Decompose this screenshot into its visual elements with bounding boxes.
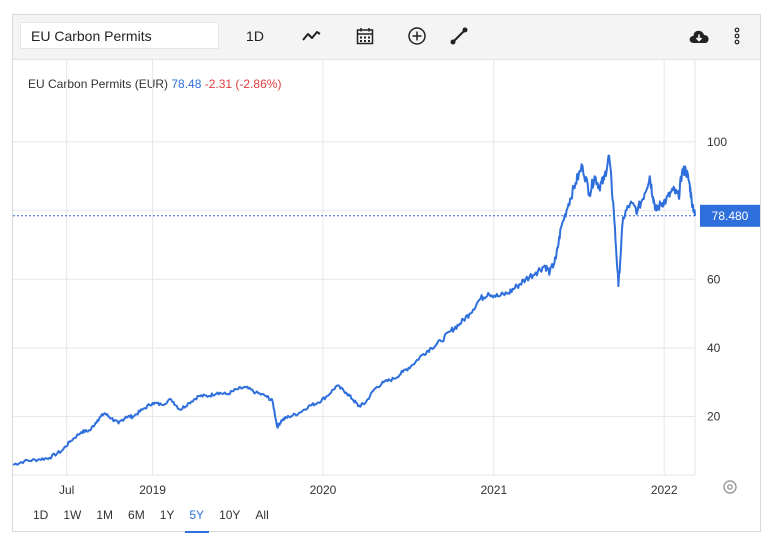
range-selector: 1D 1W 1M 6M 1Y 5Y 10Y All [26,507,277,533]
x-axis: Jul 2019 2020 2021 2022 [59,483,678,497]
y-tick-label: 20 [707,410,721,424]
cloud-download-icon [689,30,709,43]
legend-last-value: 78.48 [171,77,202,91]
plus-circle-icon [408,27,426,45]
last-price-label: 78.480 [712,209,749,223]
range-button-5y[interactable]: 5Y [182,507,212,533]
date-range-button[interactable] [351,24,379,48]
legend-series-name: EU Carbon Permits (EUR) [28,77,169,91]
y-axis: 20406080100 [707,135,727,424]
y-tick-label: 100 [707,135,727,149]
interval-button[interactable]: 1D [246,28,264,44]
gear-icon [723,480,737,494]
y-tick-label: 60 [707,272,721,286]
x-tick-label: 2021 [480,483,507,497]
chart-widget: 1D [12,14,761,533]
range-button-1m[interactable]: 1M [96,508,114,522]
chart-grid [13,59,696,476]
range-button-1w[interactable]: 1W [63,508,82,522]
legend-change: -2.31 (-2.86%) [204,77,282,91]
compare-button[interactable] [403,24,431,48]
x-tick-label: 2019 [139,483,166,497]
download-button[interactable] [685,24,713,48]
y-tick-label: 40 [707,341,721,355]
x-tick-label: 2020 [310,483,337,497]
x-tick-label: Jul [59,483,74,497]
line-chart-icon [302,31,321,41]
chart-settings-button[interactable] [723,480,737,494]
last-price-badge: 78.480 [700,204,760,227]
range-button-6m[interactable]: 6M [128,508,145,522]
calendar-icon [356,28,374,45]
toolbar: 1D [13,15,760,60]
chart-type-button[interactable] [297,24,325,48]
draw-line-icon [450,27,468,45]
range-button-10y[interactable]: 10Y [219,508,241,522]
symbol-search-input[interactable] [20,22,219,49]
draw-tool-button[interactable] [445,24,473,48]
x-tick-label: 2022 [651,483,678,497]
price-series-line [13,154,696,466]
range-button-1y[interactable]: 1Y [159,508,175,522]
more-options-button[interactable] [723,24,751,48]
chart-legend: EU Carbon Permits (EUR) 78.48 -2.31 (-2.… [28,77,281,91]
range-button-1d[interactable]: 1D [33,508,49,522]
more-vertical-icon [734,27,740,45]
range-button-all[interactable]: All [255,508,269,522]
